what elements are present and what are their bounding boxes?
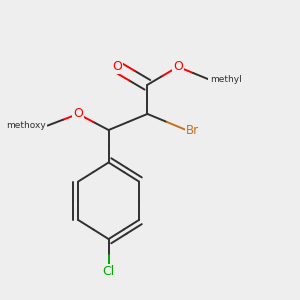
Text: O: O [73,107,83,120]
Text: Cl: Cl [103,265,115,278]
Text: methyl: methyl [210,75,242,84]
Text: O: O [173,60,183,73]
Text: O: O [112,60,122,73]
Text: Br: Br [186,124,200,136]
Text: methoxy: methoxy [6,121,46,130]
Text: methyl: methyl [208,74,243,84]
